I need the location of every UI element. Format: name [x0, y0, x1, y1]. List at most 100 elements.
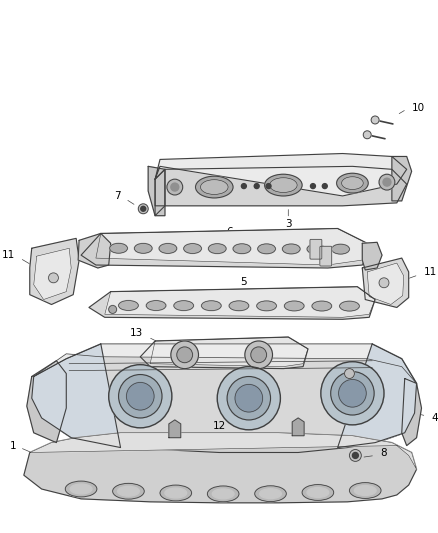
Circle shape — [383, 178, 391, 186]
Circle shape — [311, 183, 315, 189]
Circle shape — [339, 379, 366, 407]
Polygon shape — [392, 157, 412, 201]
Polygon shape — [34, 248, 71, 300]
Circle shape — [177, 347, 193, 362]
Text: 3: 3 — [285, 219, 292, 229]
Polygon shape — [34, 344, 417, 383]
Ellipse shape — [307, 244, 325, 254]
Circle shape — [127, 383, 154, 410]
Polygon shape — [78, 233, 111, 268]
Ellipse shape — [269, 177, 297, 192]
Ellipse shape — [184, 244, 201, 254]
Text: 13: 13 — [130, 328, 143, 338]
Polygon shape — [362, 258, 409, 308]
Ellipse shape — [160, 485, 191, 501]
Ellipse shape — [255, 486, 286, 502]
Ellipse shape — [146, 301, 166, 311]
Circle shape — [138, 204, 148, 214]
Ellipse shape — [165, 488, 187, 498]
Ellipse shape — [339, 301, 359, 311]
Ellipse shape — [212, 489, 234, 499]
Circle shape — [350, 449, 361, 462]
Circle shape — [227, 376, 271, 420]
Text: 10: 10 — [412, 103, 425, 113]
Ellipse shape — [332, 244, 350, 254]
Ellipse shape — [265, 174, 302, 196]
Circle shape — [321, 362, 384, 425]
Circle shape — [109, 305, 117, 313]
Circle shape — [379, 174, 395, 190]
Polygon shape — [24, 433, 417, 503]
Circle shape — [235, 384, 263, 412]
Ellipse shape — [260, 489, 281, 499]
Ellipse shape — [350, 482, 381, 498]
Circle shape — [109, 365, 172, 428]
Ellipse shape — [283, 244, 300, 254]
Text: 11: 11 — [424, 267, 437, 277]
FancyBboxPatch shape — [310, 239, 322, 259]
Circle shape — [254, 183, 259, 189]
Circle shape — [167, 179, 183, 195]
Ellipse shape — [134, 244, 152, 253]
Ellipse shape — [110, 243, 127, 253]
Circle shape — [353, 453, 358, 458]
Text: 12: 12 — [212, 421, 226, 431]
Ellipse shape — [207, 486, 239, 502]
Ellipse shape — [258, 244, 276, 254]
Polygon shape — [362, 243, 382, 270]
Polygon shape — [105, 287, 375, 317]
Circle shape — [119, 375, 162, 418]
Text: 8: 8 — [380, 448, 387, 458]
Circle shape — [322, 183, 327, 189]
Polygon shape — [89, 287, 375, 319]
Ellipse shape — [117, 486, 139, 496]
Ellipse shape — [337, 173, 368, 193]
Circle shape — [241, 183, 246, 189]
Polygon shape — [148, 166, 165, 216]
Polygon shape — [30, 433, 417, 469]
Polygon shape — [169, 420, 181, 438]
Ellipse shape — [342, 177, 363, 190]
Circle shape — [371, 116, 379, 124]
Ellipse shape — [174, 301, 194, 311]
Circle shape — [266, 183, 271, 189]
Ellipse shape — [113, 483, 144, 499]
Ellipse shape — [354, 486, 376, 496]
Circle shape — [245, 341, 272, 369]
FancyBboxPatch shape — [320, 246, 332, 266]
Ellipse shape — [307, 488, 329, 497]
Circle shape — [379, 278, 389, 288]
Ellipse shape — [302, 484, 334, 500]
Circle shape — [363, 131, 371, 139]
Polygon shape — [30, 238, 79, 304]
Text: 6: 6 — [226, 228, 233, 238]
Polygon shape — [155, 166, 407, 206]
Polygon shape — [140, 337, 308, 369]
Polygon shape — [27, 361, 66, 442]
Circle shape — [49, 273, 58, 283]
Ellipse shape — [229, 301, 249, 311]
Polygon shape — [367, 263, 404, 304]
Text: 4: 4 — [431, 413, 438, 423]
Polygon shape — [155, 154, 407, 196]
Ellipse shape — [65, 481, 97, 497]
Text: 7: 7 — [114, 191, 120, 201]
Text: 5: 5 — [240, 277, 247, 287]
Polygon shape — [402, 378, 421, 446]
Ellipse shape — [159, 244, 177, 253]
Circle shape — [141, 206, 146, 211]
Ellipse shape — [284, 301, 304, 311]
Polygon shape — [150, 337, 308, 367]
Ellipse shape — [201, 180, 228, 195]
Text: 11: 11 — [2, 250, 15, 260]
Ellipse shape — [257, 301, 276, 311]
Ellipse shape — [119, 301, 138, 310]
Polygon shape — [96, 229, 367, 265]
Polygon shape — [338, 344, 417, 448]
Polygon shape — [32, 344, 417, 453]
Circle shape — [217, 367, 280, 430]
Circle shape — [171, 341, 198, 369]
Ellipse shape — [201, 301, 221, 311]
Circle shape — [331, 372, 374, 415]
Circle shape — [251, 347, 267, 362]
